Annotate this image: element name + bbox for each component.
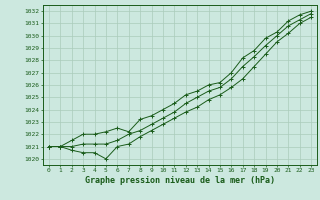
X-axis label: Graphe pression niveau de la mer (hPa): Graphe pression niveau de la mer (hPa) (85, 176, 275, 185)
